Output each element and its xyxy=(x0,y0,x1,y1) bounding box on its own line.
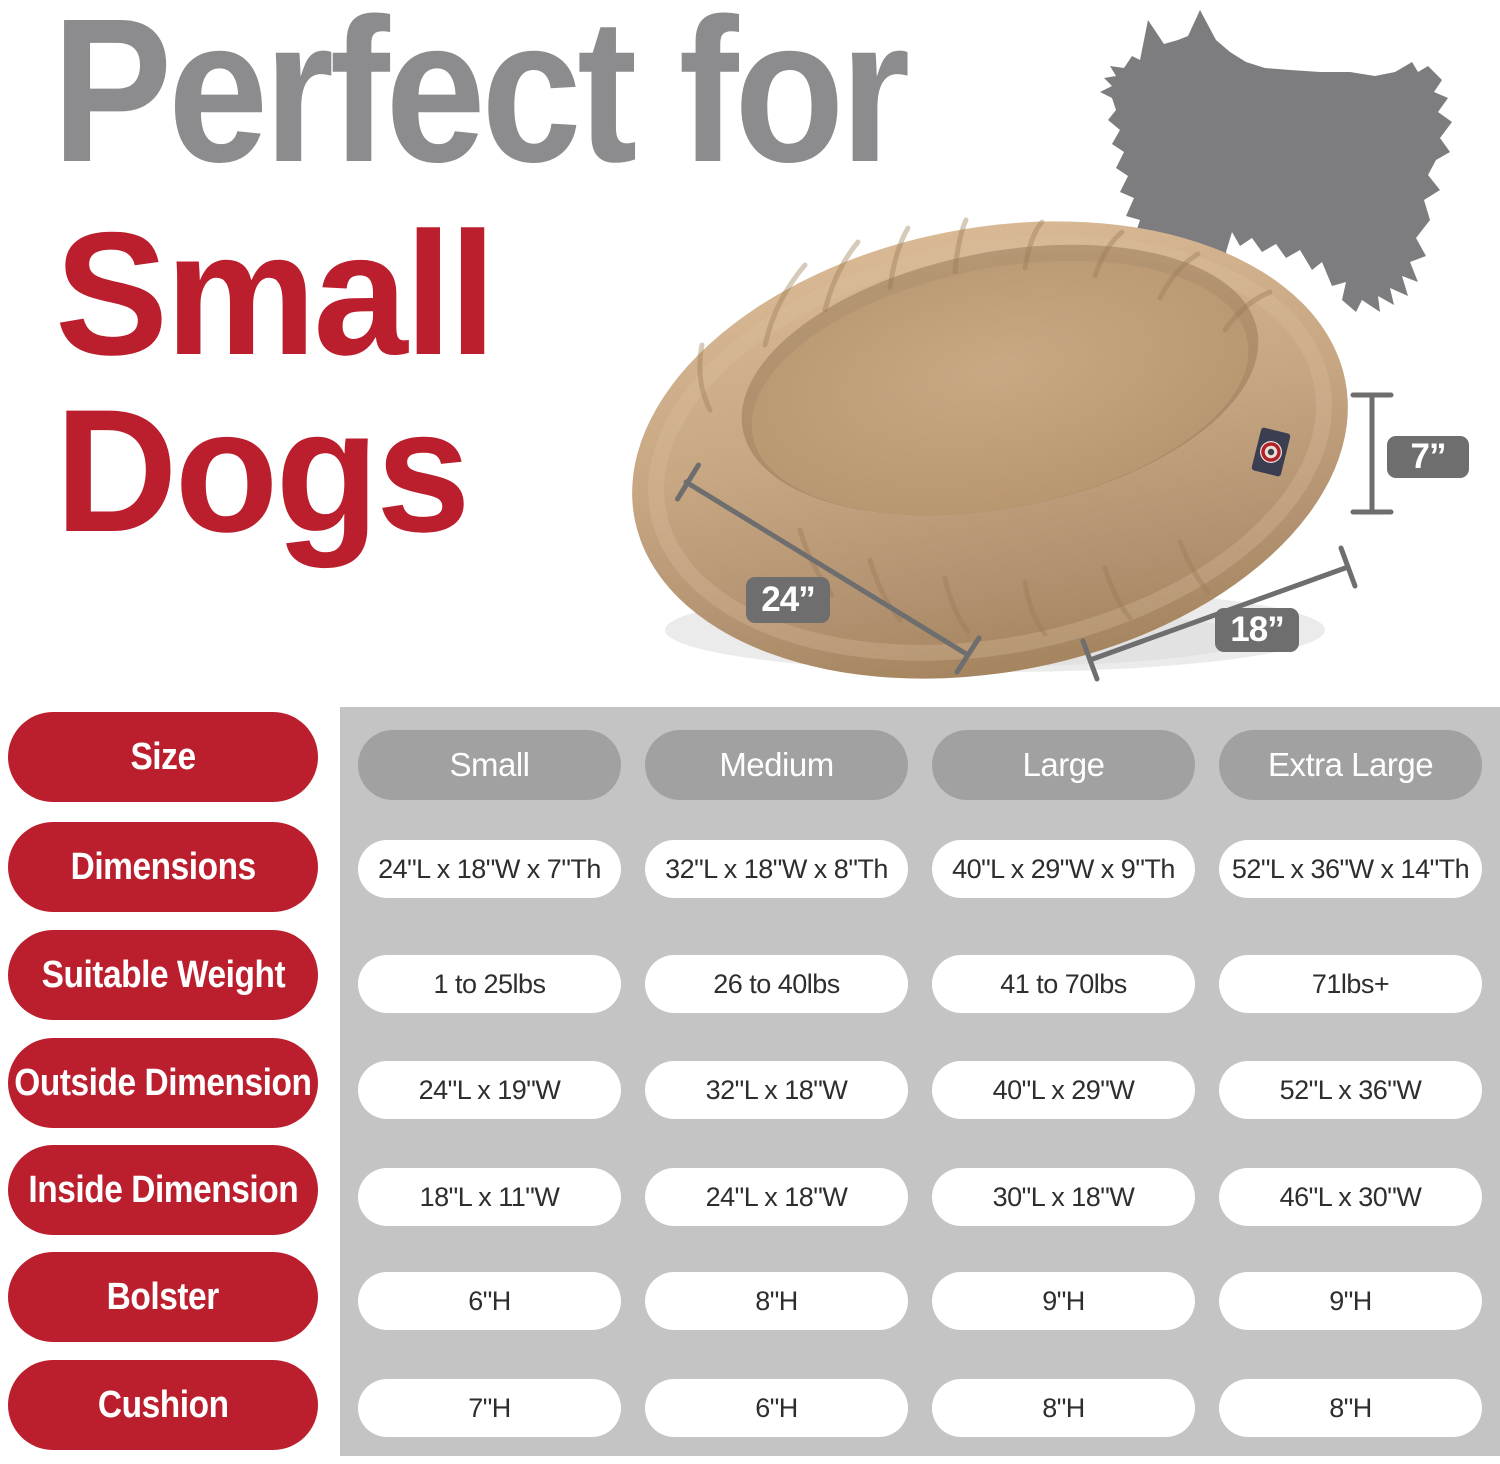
cell-cushion-medium: 6"H xyxy=(645,1379,908,1437)
cell-weight-large: 41 to 70lbs xyxy=(932,955,1195,1013)
cell-dimensions-medium: 32"L x 18"W x 8"Th xyxy=(645,840,908,898)
cell-outside-large: 40"L x 29"W xyxy=(932,1061,1195,1119)
dimension-line-length xyxy=(675,462,982,675)
column-header-extra-large: Extra Large xyxy=(1219,730,1482,800)
cell-dimensions-large: 40"L x 29"W x 9"Th xyxy=(932,840,1195,898)
cell-inside-medium: 24"L x 18"W xyxy=(645,1168,908,1226)
row-label-inside-dimension: Inside Dimension xyxy=(8,1145,318,1235)
column-header-medium: Medium xyxy=(645,730,908,800)
length-dimension-label: 24” xyxy=(746,577,830,623)
cell-weight-medium: 26 to 40lbs xyxy=(645,955,908,1013)
cell-cushion-large: 8"H xyxy=(932,1379,1195,1437)
column-header-small: Small xyxy=(358,730,621,800)
dimension-line-height xyxy=(1350,392,1394,515)
cell-outside-small: 24"L x 19"W xyxy=(358,1061,621,1119)
height-dimension-label: 7” xyxy=(1387,436,1469,478)
cell-dimensions-extra-large: 52"L x 36"W x 14"Th xyxy=(1219,840,1482,898)
headline-red-line1: Small xyxy=(55,197,496,392)
cell-outside-medium: 32"L x 18"W xyxy=(645,1061,908,1119)
cell-cushion-extra-large: 8"H xyxy=(1219,1379,1482,1437)
cell-cushion-small: 7"H xyxy=(358,1379,621,1437)
headline-gray: Perfect for xyxy=(52,0,910,205)
row-label-outside-dimension: Outside Dimension xyxy=(8,1038,318,1128)
bed-cushion xyxy=(741,244,1259,516)
dog-bed-photo xyxy=(632,217,1394,682)
width-dimension-label: 18” xyxy=(1215,608,1299,652)
cell-inside-large: 30"L x 18"W xyxy=(932,1168,1195,1226)
row-label-bolster: Bolster xyxy=(8,1252,318,1342)
column-header-large: Large xyxy=(932,730,1195,800)
cell-bolster-extra-large: 9"H xyxy=(1219,1272,1482,1330)
row-label-dimensions: Dimensions xyxy=(8,822,318,912)
brand-tag-icon xyxy=(1251,427,1291,477)
cell-bolster-small: 6"H xyxy=(358,1272,621,1330)
bolster-wrinkles xyxy=(697,217,1273,637)
cell-bolster-large: 9"H xyxy=(932,1272,1195,1330)
row-label-cushion: Cushion xyxy=(8,1360,318,1450)
cell-dimensions-small: 24"L x 18"W x 7"Th xyxy=(358,840,621,898)
cell-bolster-medium: 8"H xyxy=(645,1272,908,1330)
headline-red-line2: Dogs xyxy=(55,374,471,569)
cell-outside-extra-large: 52"L x 36"W xyxy=(1219,1061,1482,1119)
cell-weight-small: 1 to 25lbs xyxy=(358,955,621,1013)
row-label-suitable-weight: Suitable Weight xyxy=(8,930,318,1020)
row-label-size: Size xyxy=(8,712,318,802)
cell-inside-extra-large: 46"L x 30"W xyxy=(1219,1168,1482,1226)
cell-inside-small: 18"L x 11"W xyxy=(358,1168,621,1226)
cell-weight-extra-large: 71lbs+ xyxy=(1219,955,1482,1013)
